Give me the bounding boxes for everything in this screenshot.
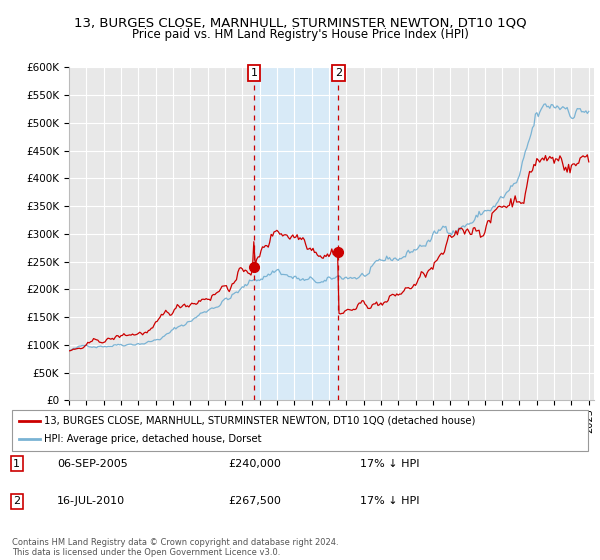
Text: 17% ↓ HPI: 17% ↓ HPI xyxy=(360,459,419,469)
Text: 1: 1 xyxy=(13,459,20,469)
Text: 17% ↓ HPI: 17% ↓ HPI xyxy=(360,496,419,506)
Text: £267,500: £267,500 xyxy=(228,496,281,506)
Bar xyxy=(254,67,338,400)
Text: 13, BURGES CLOSE, MARNHULL, STURMINSTER NEWTON, DT10 1QQ (detached house): 13, BURGES CLOSE, MARNHULL, STURMINSTER … xyxy=(44,416,475,426)
Text: 2: 2 xyxy=(335,68,342,78)
FancyBboxPatch shape xyxy=(12,410,588,451)
Text: 06-SEP-2005: 06-SEP-2005 xyxy=(57,459,128,469)
Text: 2: 2 xyxy=(13,496,20,506)
Text: Contains HM Land Registry data © Crown copyright and database right 2024.
This d: Contains HM Land Registry data © Crown c… xyxy=(12,538,338,557)
Text: Price paid vs. HM Land Registry's House Price Index (HPI): Price paid vs. HM Land Registry's House … xyxy=(131,28,469,41)
Text: 13, BURGES CLOSE, MARNHULL, STURMINSTER NEWTON, DT10 1QQ: 13, BURGES CLOSE, MARNHULL, STURMINSTER … xyxy=(74,17,526,30)
Text: HPI: Average price, detached house, Dorset: HPI: Average price, detached house, Dors… xyxy=(44,435,261,444)
Text: £240,000: £240,000 xyxy=(228,459,281,469)
Text: 16-JUL-2010: 16-JUL-2010 xyxy=(57,496,125,506)
Text: 1: 1 xyxy=(250,68,257,78)
